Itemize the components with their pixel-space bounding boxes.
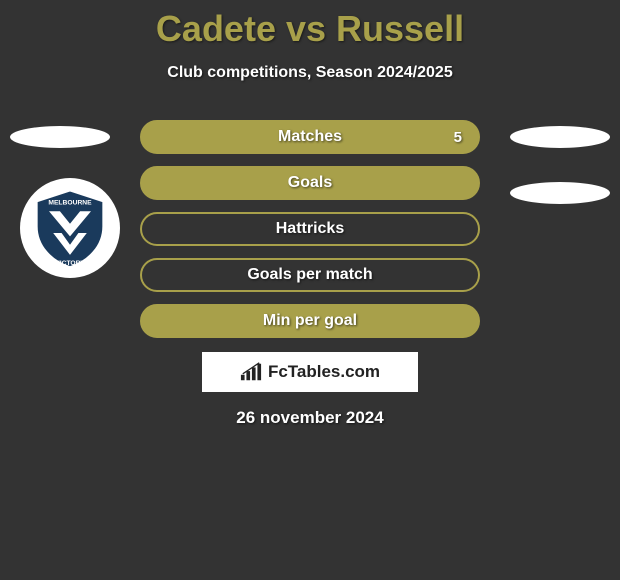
stat-row-goals: Goals: [140, 166, 480, 200]
date-line: 26 november 2024: [0, 408, 620, 428]
stat-row-matches: Matches 5: [140, 120, 480, 154]
bars-icon: [240, 362, 262, 382]
shield-icon: MELBOURNE VICTORY: [28, 186, 112, 270]
stat-label: Matches: [278, 128, 342, 146]
stat-label: Min per goal: [263, 312, 357, 330]
stat-rows: Matches 5 Goals Hattricks Goals per matc…: [140, 120, 480, 350]
page-title: Cadete vs Russell: [0, 0, 620, 50]
decor-ellipse-right-2: [510, 182, 610, 204]
svg-text:VICTORY: VICTORY: [55, 260, 85, 267]
club-logo: MELBOURNE VICTORY: [20, 178, 120, 278]
svg-text:MELBOURNE: MELBOURNE: [48, 199, 92, 206]
branding-text: FcTables.com: [268, 362, 380, 382]
stat-row-mpg: Min per goal: [140, 304, 480, 338]
stat-label: Goals: [288, 174, 332, 192]
decor-ellipse-left: [10, 126, 110, 148]
stat-label: Hattricks: [276, 220, 344, 238]
stat-value: 5: [454, 129, 462, 146]
stat-row-hattricks: Hattricks: [140, 212, 480, 246]
stat-row-gpm: Goals per match: [140, 258, 480, 292]
decor-ellipse-right-1: [510, 126, 610, 148]
branding-box: FcTables.com: [202, 352, 418, 392]
stat-label: Goals per match: [247, 266, 372, 284]
page-subtitle: Club competitions, Season 2024/2025: [0, 64, 620, 82]
